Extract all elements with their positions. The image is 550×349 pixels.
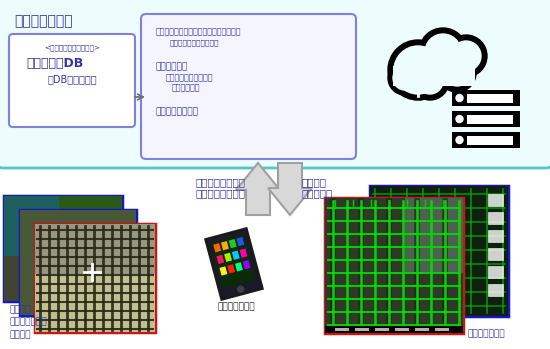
Polygon shape (213, 243, 221, 252)
Circle shape (444, 60, 470, 86)
FancyBboxPatch shape (452, 111, 520, 127)
Polygon shape (227, 264, 235, 274)
Circle shape (388, 61, 422, 95)
Text: 写真データを送信: 写真データを送信 (195, 188, 245, 198)
FancyBboxPatch shape (452, 90, 520, 106)
FancyBboxPatch shape (20, 210, 136, 315)
FancyBboxPatch shape (467, 114, 513, 124)
FancyBboxPatch shape (325, 326, 463, 333)
Circle shape (438, 54, 476, 92)
FancyBboxPatch shape (325, 198, 463, 333)
FancyBboxPatch shape (415, 328, 429, 331)
FancyBboxPatch shape (467, 94, 513, 103)
Text: モジュール）: モジュール） (172, 83, 201, 92)
Polygon shape (206, 229, 262, 299)
FancyBboxPatch shape (4, 196, 59, 256)
Circle shape (394, 46, 442, 94)
Text: （解析・照合サーバー）: （解析・照合サーバー） (170, 39, 219, 46)
Polygon shape (236, 163, 280, 215)
Text: （ディープラーニング: （ディープラーニング (166, 73, 213, 82)
FancyBboxPatch shape (405, 198, 463, 273)
Polygon shape (224, 253, 232, 262)
FancyBboxPatch shape (325, 198, 463, 333)
FancyBboxPatch shape (335, 328, 349, 331)
FancyBboxPatch shape (35, 224, 155, 332)
Circle shape (425, 34, 461, 70)
Polygon shape (243, 260, 251, 269)
Polygon shape (229, 239, 236, 248)
Circle shape (451, 41, 481, 71)
Circle shape (456, 116, 463, 122)
FancyBboxPatch shape (9, 34, 135, 127)
FancyBboxPatch shape (452, 132, 520, 148)
FancyBboxPatch shape (59, 196, 122, 256)
FancyBboxPatch shape (467, 135, 513, 144)
Circle shape (456, 136, 463, 143)
FancyBboxPatch shape (393, 66, 475, 86)
FancyBboxPatch shape (370, 186, 508, 316)
FancyBboxPatch shape (370, 186, 508, 316)
Polygon shape (232, 251, 240, 260)
FancyBboxPatch shape (35, 224, 155, 274)
Text: ・処理サーバー（解析・照合サーバー）: ・処理サーバー（解析・照合サーバー） (156, 27, 241, 36)
Text: チェック位置指定: チェック位置指定 (195, 177, 245, 187)
FancyBboxPatch shape (488, 194, 503, 206)
FancyBboxPatch shape (488, 284, 503, 296)
Circle shape (445, 35, 487, 77)
Text: ・データ解析: ・データ解析 (156, 62, 188, 71)
Circle shape (417, 68, 443, 94)
FancyBboxPatch shape (355, 328, 369, 331)
Polygon shape (235, 262, 243, 272)
Circle shape (238, 286, 244, 292)
Polygon shape (236, 237, 244, 246)
FancyBboxPatch shape (488, 266, 503, 278)
FancyBboxPatch shape (488, 248, 503, 260)
FancyBboxPatch shape (20, 210, 136, 315)
Text: 判定結果: 判定結果 (302, 177, 327, 187)
Text: （DBサーバー）: （DBサーバー） (47, 74, 97, 84)
FancyBboxPatch shape (35, 274, 155, 332)
Text: <配筋検査に必要な情報>: <配筋検査に必要な情報> (44, 44, 100, 51)
FancyBboxPatch shape (375, 328, 389, 331)
Polygon shape (268, 163, 312, 215)
Circle shape (393, 66, 417, 90)
FancyBboxPatch shape (0, 0, 550, 168)
FancyBboxPatch shape (488, 212, 503, 224)
FancyBboxPatch shape (488, 230, 503, 242)
Circle shape (411, 62, 449, 100)
Polygon shape (219, 266, 227, 276)
Polygon shape (216, 255, 224, 264)
FancyBboxPatch shape (4, 196, 122, 301)
Polygon shape (240, 248, 248, 258)
Text: タブレット端末: タブレット端末 (217, 302, 255, 311)
Text: 複数枚の
十字マーカ付き
配筋写真: 複数枚の 十字マーカ付き 配筋写真 (10, 305, 48, 339)
FancyBboxPatch shape (4, 256, 122, 301)
Text: ・配筋設計DB: ・配筋設計DB (26, 57, 83, 70)
Circle shape (388, 40, 448, 100)
Text: クラウドサーバ: クラウドサーバ (14, 14, 73, 28)
FancyBboxPatch shape (435, 328, 449, 331)
FancyBboxPatch shape (395, 328, 409, 331)
Polygon shape (211, 235, 256, 289)
Circle shape (456, 95, 463, 102)
Circle shape (419, 28, 467, 76)
Text: 判定結果表示例: 判定結果表示例 (468, 329, 505, 338)
Polygon shape (221, 241, 229, 250)
Text: 画像を表示: 画像を表示 (302, 188, 333, 198)
Text: ・設計データ照合: ・設計データ照合 (156, 107, 199, 116)
FancyBboxPatch shape (141, 14, 356, 159)
